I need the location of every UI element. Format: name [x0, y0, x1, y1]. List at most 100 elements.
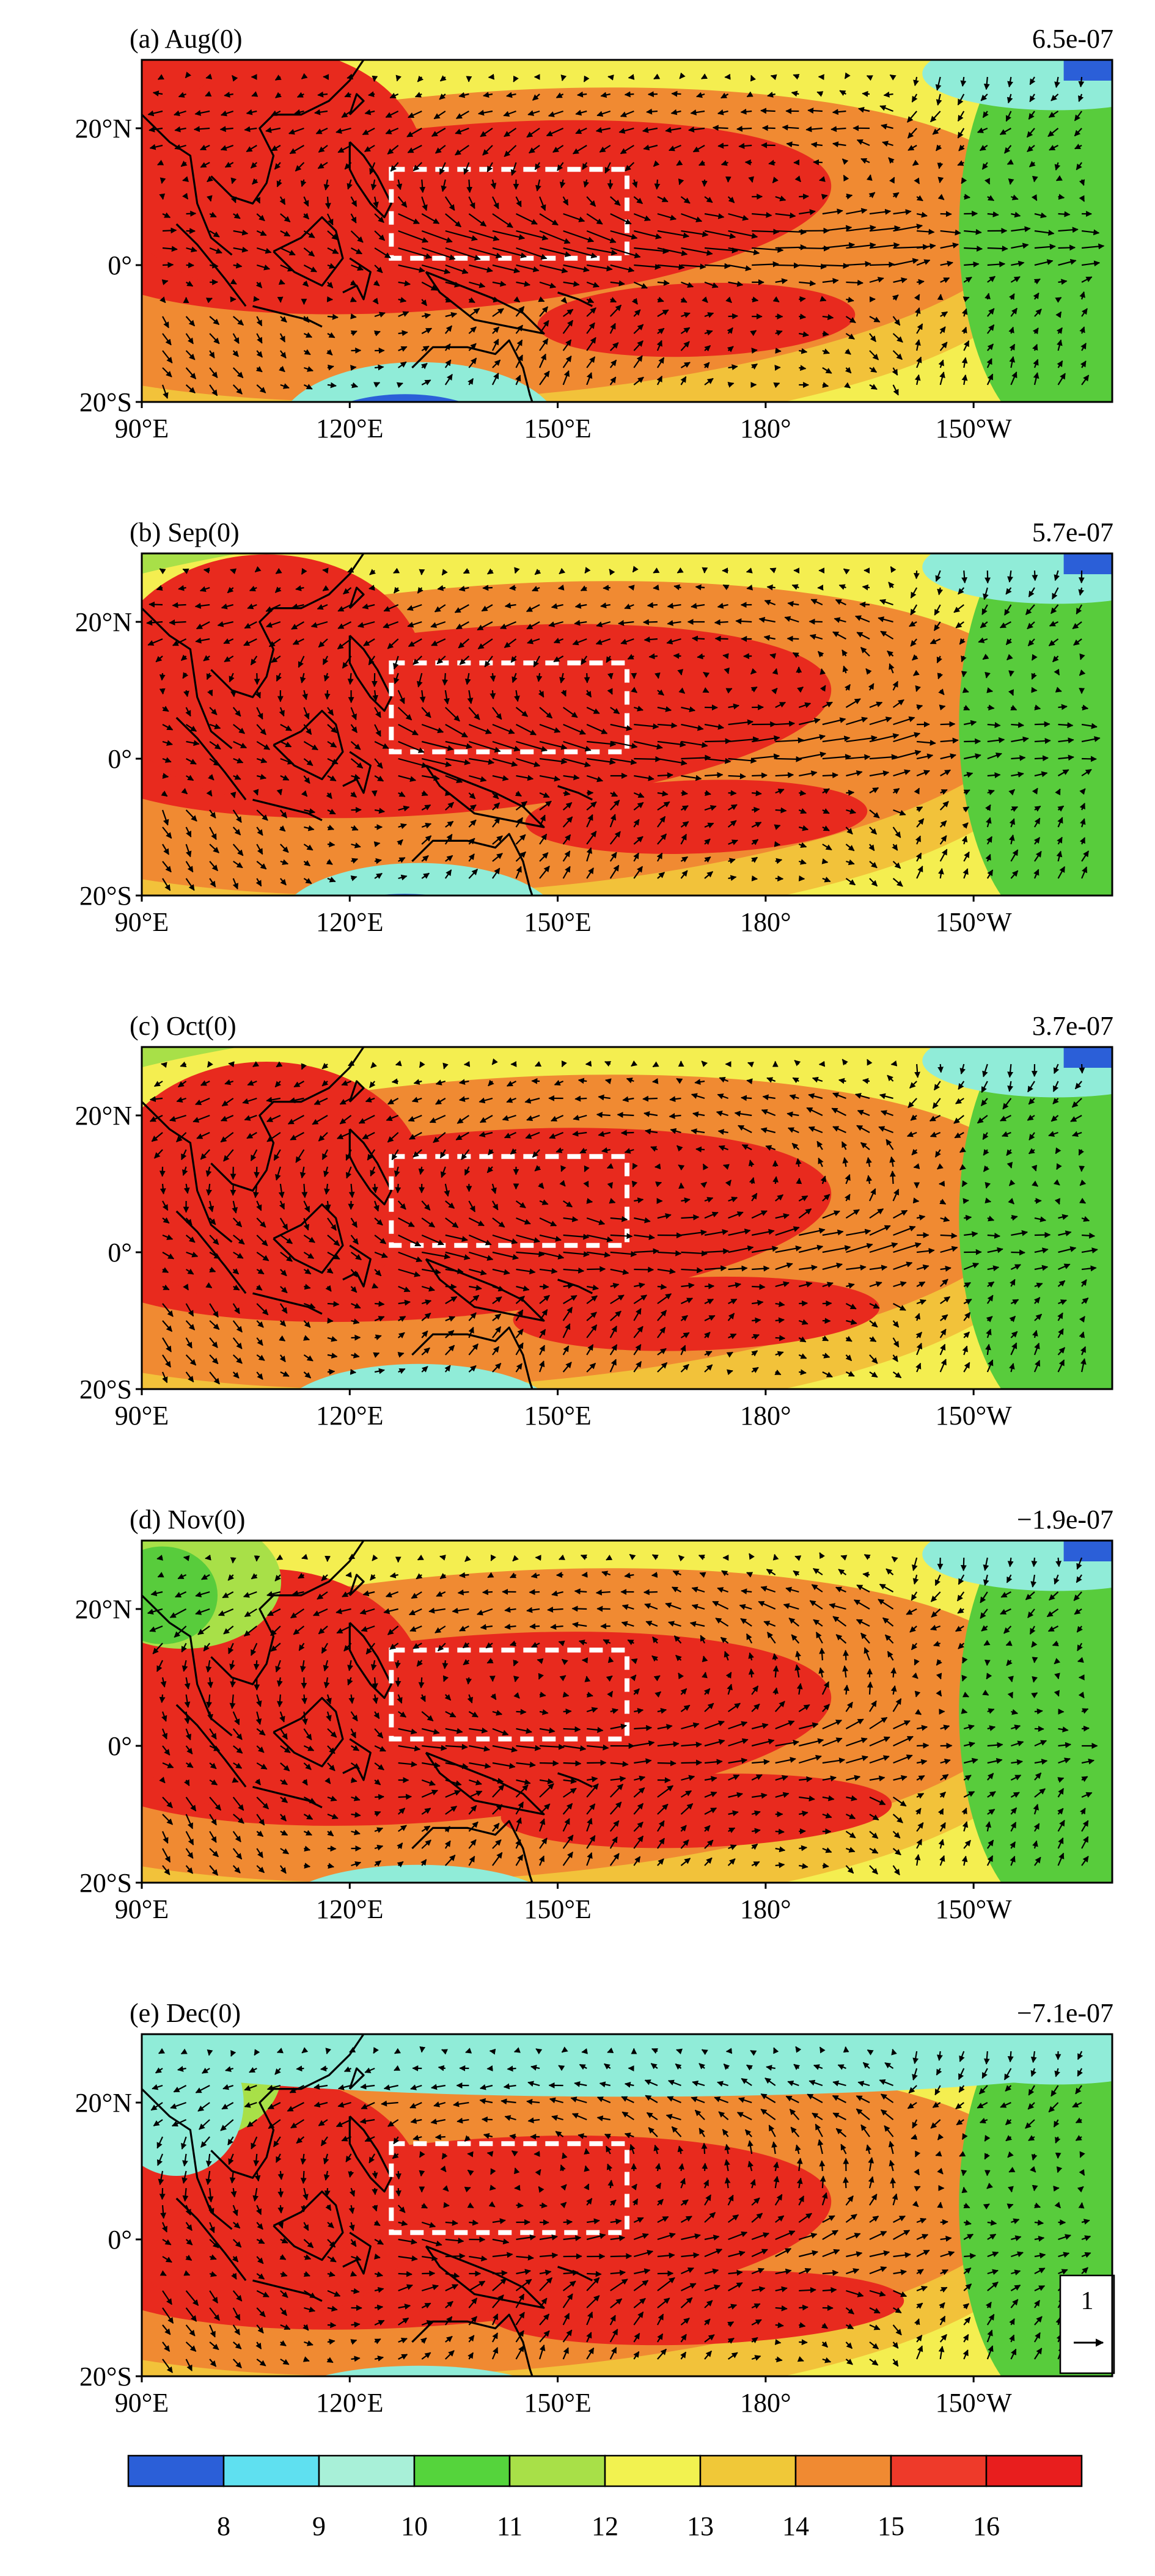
wind-vector: [548, 110, 563, 117]
wind-vector: [1011, 721, 1024, 728]
wind-vector: [186, 210, 197, 217]
wind-vector: [344, 162, 352, 170]
wind-vector: [862, 1571, 870, 1578]
wind-vector: [414, 92, 422, 98]
wind-vector: [957, 111, 965, 122]
wind-vector: [701, 73, 708, 79]
wind-vector: [651, 1078, 659, 1084]
wind-vector: [889, 1170, 896, 1184]
wind-vector: [596, 110, 611, 117]
wind-vector: [320, 2065, 328, 2072]
wind-vector: [1029, 76, 1036, 86]
wind-vector: [575, 109, 587, 116]
wind-vector: [846, 225, 876, 232]
wind-vector: [323, 179, 330, 191]
wind-vector: [294, 109, 304, 115]
wind-vector: [1078, 76, 1085, 88]
panel-title: (c) Oct(0): [130, 1011, 237, 1041]
wind-vector: [654, 179, 661, 190]
wind-vector: [940, 229, 961, 236]
wind-vector: [799, 193, 809, 200]
lon-tick-label: 150°E: [524, 1401, 591, 1431]
wind-vector: [435, 145, 446, 154]
panel-title: (e) Dec(0): [130, 1998, 241, 2028]
wind-vector: [351, 1334, 361, 1341]
wind-vector: [961, 671, 967, 677]
panel-value: 3.7e-07: [1032, 1011, 1113, 1041]
wind-vector: [513, 1676, 519, 1682]
wind-vector: [752, 772, 768, 779]
wind-vector: [466, 1677, 472, 1685]
lon-tick-label: 180°: [740, 1401, 791, 1431]
wind-vector: [1034, 1708, 1043, 1715]
wind-vector: [846, 208, 868, 215]
wind-vector: [985, 1197, 992, 1204]
wind-vector: [513, 2047, 521, 2053]
wind-vector: [1034, 2219, 1044, 2226]
wind-vector: [413, 162, 423, 172]
wind-vector: [889, 74, 897, 81]
wind-vector: [350, 365, 357, 371]
wind-vector: [767, 92, 776, 98]
wind-vector: [907, 111, 917, 123]
wind-vector: [908, 145, 917, 151]
wind-vector: [515, 196, 522, 208]
wind-vector: [583, 75, 590, 82]
wind-vector: [362, 128, 375, 136]
wind-vector: [563, 213, 585, 222]
wind-vector: [1055, 1557, 1062, 1567]
wind-vector: [748, 1668, 755, 1678]
panel-title: (a) Aug(0): [130, 24, 243, 54]
wind-vector: [999, 128, 1011, 136]
wind-vector: [913, 76, 919, 87]
colorbar-swatch: [890, 2454, 988, 2487]
wind-vector: [883, 91, 893, 98]
wind-vector: [595, 126, 610, 133]
wind-vector: [224, 161, 234, 168]
lat-tick-label: 20°S: [79, 1868, 132, 1898]
wind-vector: [385, 127, 399, 134]
wind-vector: [987, 245, 1008, 252]
wind-vector: [205, 90, 212, 97]
wind-vector: [1074, 111, 1082, 122]
wind-vector: [869, 208, 892, 215]
lon-tick-label: 120°E: [316, 1894, 383, 1924]
wind-vector: [455, 145, 470, 156]
wind-vector: [277, 2205, 284, 2214]
wind-vector: [768, 159, 776, 166]
wind-vector: [1055, 175, 1063, 181]
wind-vector: [327, 1368, 336, 1375]
wind-vector: [421, 196, 428, 211]
wind-vector: [657, 213, 677, 221]
wind-vector: [1007, 93, 1013, 104]
wind-vector: [862, 90, 870, 97]
wind-vector: [254, 196, 261, 204]
wind-vector: [408, 111, 422, 119]
wind-vector: [396, 179, 403, 191]
wind-vector: [159, 1694, 166, 1704]
wind-vector: [751, 348, 758, 354]
wind-vector: [722, 653, 729, 659]
wind-vector: [633, 213, 651, 221]
wind-vector: [256, 230, 267, 236]
wind-vector: [375, 364, 384, 371]
wind-vector: [679, 72, 686, 79]
wind-vector: [246, 145, 257, 153]
wind-vector: [620, 110, 634, 117]
wind-vector: [1031, 1557, 1038, 1567]
wind-vector: [527, 110, 540, 116]
wind-vector: [390, 162, 399, 172]
wind-vector: [280, 213, 291, 223]
wind-vector: [1053, 1179, 1060, 1186]
wind-vector: [491, 1058, 498, 1065]
wind-vector: [182, 192, 189, 200]
wind-vector: [230, 568, 237, 574]
wind-vector: [539, 213, 559, 226]
wind-vector: [1029, 2166, 1036, 2173]
wind-vector: [463, 162, 470, 175]
wind-vector: [1081, 229, 1100, 236]
wind-vector: [986, 1673, 992, 1680]
wind-vector: [351, 2321, 361, 2328]
wind-vector: [963, 1198, 969, 1205]
